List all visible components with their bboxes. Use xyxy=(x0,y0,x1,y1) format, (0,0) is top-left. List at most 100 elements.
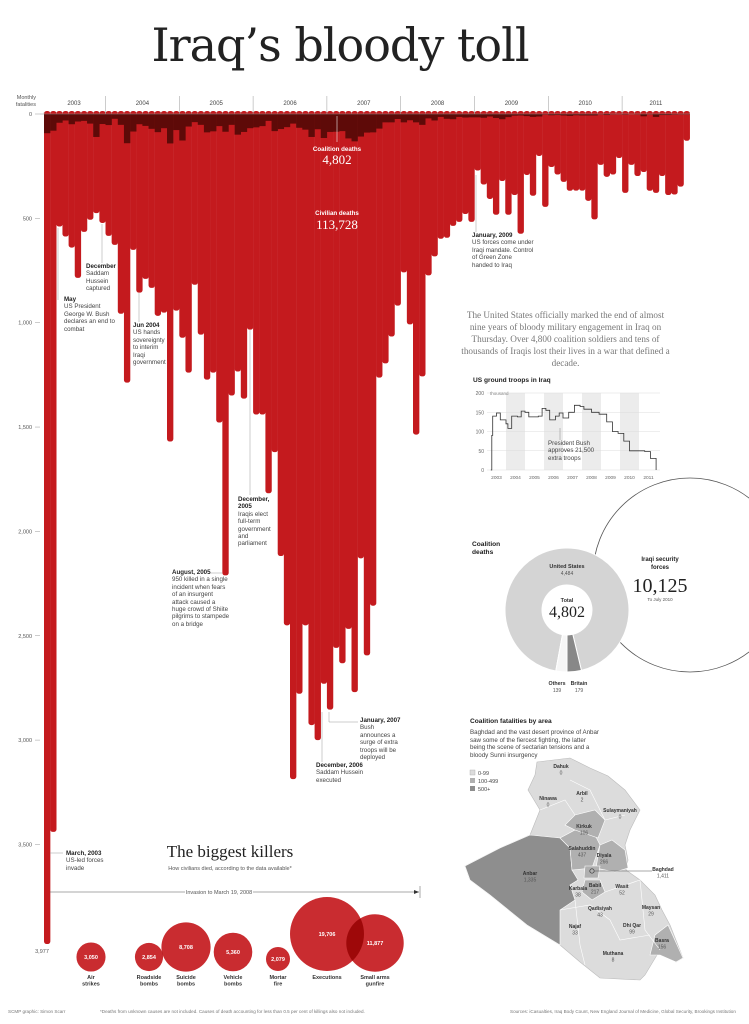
year-label: 2003 xyxy=(67,101,81,107)
legend-label: 100-499 xyxy=(478,779,498,785)
coalition-bar xyxy=(492,114,500,118)
coalition-bar xyxy=(228,114,235,125)
civilian-bar xyxy=(216,111,223,423)
civilian-bar xyxy=(572,111,580,191)
civilian-bar xyxy=(468,111,475,222)
province-value: 8 xyxy=(612,958,615,964)
us-label: United States xyxy=(549,564,584,570)
coalition-bar xyxy=(376,114,383,129)
coalition-bar xyxy=(511,114,518,116)
bubble xyxy=(346,914,404,972)
map-basra xyxy=(649,924,684,963)
coalition-bar xyxy=(468,114,475,118)
y-tick-label: 1,000 xyxy=(18,321,32,327)
coalition-bar xyxy=(437,114,444,117)
page-title: Iraq’s bloody toll xyxy=(151,18,529,72)
civilian-bar xyxy=(160,111,168,313)
civilian-bar xyxy=(376,111,383,378)
axis-label: Monthly fatalities xyxy=(12,95,36,109)
province-value: 217 xyxy=(591,890,600,896)
civilian-bar xyxy=(339,111,346,664)
x-tick-label: 2008 xyxy=(586,475,597,481)
map-kirkuk xyxy=(564,809,606,839)
civilian-bar xyxy=(640,111,647,173)
civilian-bar xyxy=(449,111,457,226)
civilian-bar xyxy=(80,111,88,232)
civilian-bar xyxy=(609,111,617,175)
coalition-deaths-value: 4,802 xyxy=(322,152,351,167)
civilian-bar xyxy=(197,111,205,335)
coalition-bar xyxy=(290,114,297,124)
coalition-deaths-label: Coalition deaths xyxy=(313,146,362,153)
year-label: 2004 xyxy=(136,101,150,107)
map-title: Coalition fatalities by area xyxy=(470,718,552,725)
coalition-bar xyxy=(572,114,580,116)
invasion-range-label: Invasion to March 19, 2008 xyxy=(186,890,252,896)
iraq-map: 0-99 100-499 500+ Dahuk0Ninawa0Arbil2Sul… xyxy=(464,757,684,981)
civilian-bar xyxy=(499,111,506,181)
coalition-bar xyxy=(351,114,358,142)
coalition-bar xyxy=(425,114,432,119)
coalition-bar xyxy=(345,114,352,139)
province-value: 52 xyxy=(619,891,625,897)
coalition-bar xyxy=(357,114,364,137)
civilian-bar xyxy=(345,111,352,629)
civilian-bar xyxy=(474,111,481,171)
civilian-bar xyxy=(326,111,334,710)
annotation-may-2003: May US President George W. Bush declares … xyxy=(64,296,115,333)
bubble-value: 11,877 xyxy=(367,941,384,947)
x-tick-label: 2011 xyxy=(643,475,654,481)
civilian-bar xyxy=(357,111,364,559)
troops-line xyxy=(490,404,657,471)
bubble-value: 8,708 xyxy=(179,945,193,951)
y-tick-label: 1,500 xyxy=(18,425,32,431)
coalition-bar xyxy=(579,114,586,116)
civilian-bar xyxy=(240,111,248,399)
civilian-bar xyxy=(548,111,555,168)
coalition-bar xyxy=(130,114,137,132)
coalition-bar xyxy=(388,114,395,123)
bubble-category-label: Air strikes xyxy=(82,975,100,988)
year-label: 2008 xyxy=(431,101,445,107)
province-label: Dhi Qar xyxy=(623,923,641,929)
civilian-bar xyxy=(394,111,401,306)
x-tick-label: 2007 xyxy=(567,475,578,481)
bubble xyxy=(290,897,364,971)
bubble-category-label: Vehicle bombs xyxy=(224,975,243,988)
donut-slice-others xyxy=(555,634,568,673)
coalition-bar xyxy=(80,114,88,121)
civilian-bar xyxy=(536,111,543,156)
donut-slice-us xyxy=(504,547,630,672)
coalition-bar xyxy=(191,114,198,123)
civilian-bar xyxy=(111,111,118,245)
coalition-bar xyxy=(406,114,414,121)
civilian-bar xyxy=(203,111,211,380)
bubble-category-label: Roadside bombs xyxy=(137,975,162,988)
civilian-bar xyxy=(56,111,63,227)
us-value: 4,484 xyxy=(561,571,574,577)
coalition-bar xyxy=(240,114,248,132)
annotation-jan-2009: January, 2009 US forces come under Iraqi … xyxy=(472,232,534,269)
bubble-value: 3,050 xyxy=(84,955,98,961)
coalition-bar xyxy=(148,114,155,129)
annotation-dec-2005: December, 2005 Iraqis elect full-term gov… xyxy=(238,496,271,548)
province-label: Kirkuk xyxy=(576,824,592,830)
coalition-bar xyxy=(74,114,82,122)
coalition-bar xyxy=(271,114,278,132)
province-label: Anbar xyxy=(523,871,538,877)
coalition-bar xyxy=(449,114,457,120)
total-value: 4,802 xyxy=(549,604,585,621)
province-value: 29 xyxy=(648,912,654,918)
britain-value: 179 xyxy=(575,688,584,694)
y-tick-label: 150 xyxy=(476,410,485,416)
annotation-dec-2006: December, 2006 Saddam Hussein executed xyxy=(316,762,364,784)
civilian-bar xyxy=(486,111,494,199)
coalition-bar xyxy=(314,114,321,130)
civilian-bar xyxy=(259,111,266,415)
coalition-bar xyxy=(339,114,346,132)
annotation-jun-2004: Jun 2004 US hands sovereignty to interim … xyxy=(133,322,166,367)
civilian-bar xyxy=(351,111,358,693)
civilian-bar xyxy=(511,111,518,195)
province-value: 2 xyxy=(581,798,584,804)
